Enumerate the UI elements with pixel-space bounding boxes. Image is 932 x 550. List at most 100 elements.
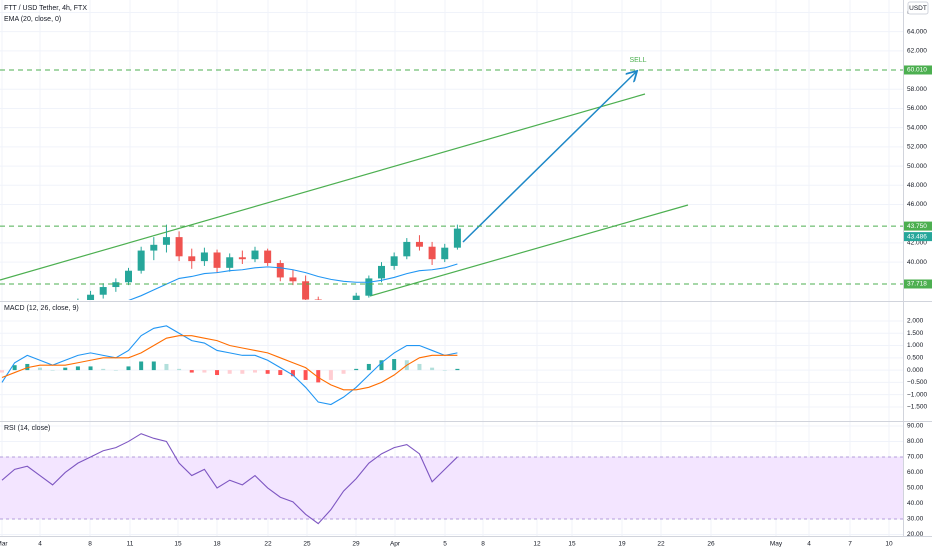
histogram-bar <box>316 370 321 383</box>
level-label: 37.718 <box>907 281 927 288</box>
x-tick-label: 12 <box>533 541 541 548</box>
x-tick-label: 22 <box>264 541 272 548</box>
y-tick-label: −1.500 <box>907 404 927 411</box>
y-tick-label: 2.000 <box>907 318 924 325</box>
last-price-tag <box>904 232 932 242</box>
candle-body <box>378 265 385 279</box>
candle-body <box>238 257 246 260</box>
candle-body <box>289 277 297 282</box>
histogram-bar <box>151 361 156 371</box>
candle-body <box>251 250 259 260</box>
axes: 40.00042.00046.00048.00050.00052.00054.0… <box>0 9 932 548</box>
y-tick-label: 80.00 <box>907 438 924 445</box>
histogram-bar <box>101 368 106 371</box>
x-tick-label: 19 <box>618 541 626 548</box>
candle-body <box>453 228 461 248</box>
histogram-bar <box>215 370 220 376</box>
histogram-bar <box>328 370 333 380</box>
histogram-bar <box>290 370 295 377</box>
trend-line <box>0 93 646 281</box>
histogram-bar <box>177 368 182 371</box>
histogram-bar <box>227 370 232 374</box>
level-tag <box>904 279 932 289</box>
x-tick-label: 7 <box>848 541 852 548</box>
y-tick-label: 1.500 <box>907 330 924 337</box>
y-tick-label: 64.000 <box>907 28 927 35</box>
x-tick-label: Mar <box>0 541 8 548</box>
currency: USDT <box>909 5 927 12</box>
histogram-bar <box>253 370 257 373</box>
histogram-bar <box>303 370 308 380</box>
y-tick-label: 58.000 <box>907 86 927 93</box>
candle-body <box>24 319 31 321</box>
x-tick-label: 18 <box>213 541 221 548</box>
candle-body <box>415 241 423 247</box>
signal-line <box>1 335 458 391</box>
y-tick-label: 40.000 <box>907 259 927 266</box>
candle-body <box>112 282 120 288</box>
candle-body <box>302 281 310 300</box>
histogram-bar <box>417 363 422 371</box>
y-tick-label: 70.00 <box>907 454 924 461</box>
candle-body <box>428 246 436 260</box>
histogram-bar <box>50 370 55 371</box>
level-label: 60.010 <box>907 67 927 74</box>
y-tick-label: 1.000 <box>907 342 924 349</box>
x-tick-label: 10 <box>885 541 893 548</box>
y-tick-label: 40.00 <box>907 500 924 507</box>
histogram-bar <box>240 370 245 374</box>
candle-body <box>403 241 411 257</box>
macd-pane <box>0 325 460 406</box>
x-tick-label: 5 <box>443 541 447 548</box>
candle-body <box>99 287 107 295</box>
histogram-bar <box>278 370 283 376</box>
x-tick-label: 22 <box>657 541 665 548</box>
x-tick-label: 26 <box>707 541 715 548</box>
ema-line <box>128 263 458 300</box>
annotation: SELL <box>629 57 646 64</box>
candle-body <box>340 303 347 310</box>
candle-body <box>200 252 208 262</box>
histogram-bar <box>366 363 371 371</box>
candle-body <box>352 295 360 300</box>
y-tick-label: 42.000 <box>907 240 927 247</box>
projection-arrow <box>462 72 636 243</box>
y-tick-label: 20.00 <box>907 531 924 538</box>
level-tag <box>904 221 932 231</box>
candle-body <box>213 252 221 268</box>
histogram-bar <box>37 367 42 371</box>
candle-body <box>137 250 145 271</box>
candle-body <box>441 247 449 260</box>
histogram-bar <box>113 370 118 371</box>
y-tick-label: −1.000 <box>907 391 927 398</box>
y-tick-label: 90.00 <box>907 423 924 430</box>
level-label: 43.750 <box>907 223 927 230</box>
candle-body <box>150 244 158 251</box>
candle-body <box>188 256 196 262</box>
x-tick-label: 25 <box>303 541 311 548</box>
macd-line <box>1 325 458 406</box>
histogram-bar <box>455 368 460 371</box>
last-price-label: 43.486 <box>907 233 927 240</box>
y-tick-label: 56.000 <box>907 105 927 112</box>
histogram-bar <box>189 370 194 373</box>
y-tick-label: 50.00 <box>907 485 924 492</box>
histogram-bar <box>25 363 30 371</box>
x-tick-label: 4 <box>38 541 42 548</box>
candle-body <box>125 270 132 283</box>
candle-body <box>162 237 170 245</box>
y-tick-label: −0.500 <box>907 379 927 386</box>
candle-body <box>264 250 272 264</box>
histogram-bar <box>430 367 435 371</box>
candle-body <box>49 316 56 324</box>
histogram-bar <box>88 366 93 371</box>
candle-body <box>175 237 183 257</box>
candle-body <box>390 256 398 266</box>
x-tick-label: 11 <box>127 541 134 548</box>
histogram-bar <box>354 368 359 371</box>
x-tick-label: Apr <box>390 541 401 548</box>
histogram-bar <box>379 360 384 371</box>
histogram-bar <box>0 370 4 373</box>
y-tick-label: 52.000 <box>907 144 927 151</box>
trend-line <box>369 204 689 297</box>
